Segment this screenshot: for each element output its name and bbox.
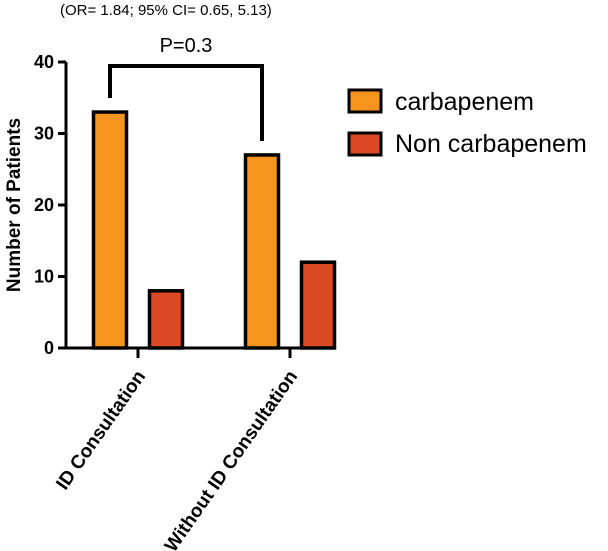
legend: carbapenem Non carbapenem (347, 88, 587, 158)
y-tick-label: 40 (34, 52, 54, 72)
legend-swatch-carbapenem (347, 88, 383, 114)
legend-swatch-non-carbapenem (347, 131, 383, 157)
significance-annotation: P=0.3 (108, 35, 264, 141)
bar-carbapenem-1 (91, 110, 129, 350)
y-axis-title: Number of Patients (4, 118, 25, 292)
x-category-label: Without ID Consultation (161, 367, 302, 551)
legend-label-carbapenem: carbapenem (395, 88, 534, 116)
x-category-labels: ID Consultation Without ID Consultation (52, 367, 302, 551)
significance-bracket (108, 64, 264, 141)
bar-non-carbapenem-2 (299, 260, 337, 350)
bars (91, 110, 337, 350)
y-tick-label: 0 (44, 338, 54, 358)
y-tick-label: 10 (34, 267, 54, 287)
y-tick-label: 20 (34, 195, 54, 215)
p-value-label: P=0.3 (160, 35, 213, 57)
y-tick-label: 30 (34, 124, 54, 144)
legend-label-non-carbapenem: Non carbapenem (395, 130, 587, 158)
bar-carbapenem-2 (243, 153, 281, 350)
x-category-label: ID Consultation (52, 367, 150, 494)
y-ticks: 0 10 20 30 40 (34, 52, 66, 358)
chart-subtitle: (OR= 1.84; 95% CI= 0.65, 5.13) (60, 2, 272, 19)
bar-non-carbapenem-1 (147, 289, 185, 350)
